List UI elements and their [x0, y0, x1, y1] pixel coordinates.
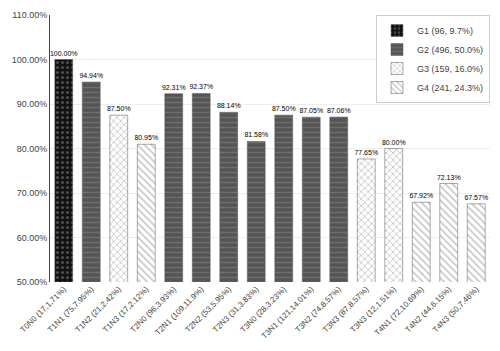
- svg-text:T4N1 (72,10.69%): T4N1 (72,10.69%): [373, 285, 426, 338]
- svg-text:T1N2 (21,2.42%): T1N2 (21,2.42%): [74, 285, 124, 335]
- svg-text:60.00%: 60.00%: [17, 233, 48, 243]
- svg-text:67.92%: 67.92%: [409, 192, 433, 199]
- svg-text:100.00%: 100.00%: [12, 55, 48, 65]
- svg-text:T3N3 (87,8.57%): T3N3 (87,8.57%): [321, 285, 371, 335]
- svg-text:94.94%: 94.94%: [79, 72, 103, 79]
- svg-text:T4N2 (44,6.15%): T4N2 (44,6.15%): [404, 285, 454, 335]
- svg-text:87.05%: 87.05%: [299, 107, 323, 114]
- svg-text:T2N1 (109,11.9%): T2N1 (109,11.9%): [153, 285, 205, 337]
- svg-text:T4N3 (50,7.46%): T4N3 (50,7.46%): [431, 285, 481, 335]
- svg-text:T2N2 (53,5.95%): T2N2 (53,5.95%): [184, 285, 234, 335]
- svg-text:72.13%: 72.13%: [437, 174, 461, 181]
- svg-text:67.57%: 67.57%: [464, 194, 488, 201]
- svg-text:87.50%: 87.50%: [107, 105, 131, 112]
- svg-text:T1N3 (17,2.12%): T1N3 (17,2.12%): [101, 285, 151, 335]
- svg-text:88.14%: 88.14%: [217, 102, 241, 109]
- svg-text:81.58%: 81.58%: [244, 131, 268, 138]
- svg-text:50.00%: 50.00%: [17, 277, 48, 287]
- svg-text:90.00%: 90.00%: [17, 99, 48, 109]
- svg-text:80.00%: 80.00%: [382, 139, 406, 146]
- svg-text:T2N3 (31,3.83%): T2N3 (31,3.83%): [211, 285, 261, 335]
- svg-text:77.65%: 77.65%: [354, 149, 378, 156]
- svg-text:T2N0 (96,3.93%): T2N0 (96,3.93%): [129, 285, 179, 335]
- svg-text:100.00%: 100.00%: [50, 50, 78, 57]
- svg-text:G1 (96, 9.7%): G1 (96, 9.7%): [417, 26, 473, 36]
- svg-text:80.00%: 80.00%: [17, 144, 48, 154]
- svg-text:G2 (496, 50.0%): G2 (496, 50.0%): [417, 45, 483, 55]
- svg-text:92.37%: 92.37%: [189, 83, 213, 90]
- svg-text:T3N2 (74,8.57%): T3N2 (74,8.57%): [294, 285, 344, 335]
- svg-text:87.06%: 87.06%: [327, 107, 351, 114]
- svg-text:T3N1 (121,14.01%): T3N1 (121,14.01%): [260, 285, 316, 341]
- svg-text:T3N3 (12,1.51%): T3N3 (12,1.51%): [349, 285, 399, 335]
- svg-text:110.00%: 110.00%: [12, 10, 47, 20]
- svg-text:70.00%: 70.00%: [17, 188, 48, 198]
- svg-text:92.31%: 92.31%: [162, 84, 186, 91]
- svg-text:87.50%: 87.50%: [272, 105, 296, 112]
- svg-text:T3N0 (28,3.23%): T3N0 (28,3.23%): [239, 285, 289, 335]
- svg-text:80.95%: 80.95%: [134, 134, 158, 141]
- svg-text:T1N1 (75,7.95%): T1N1 (75,7.95%): [46, 285, 96, 335]
- svg-text:T0N0 (17,1,71%): T0N0 (17,1,71%): [19, 285, 69, 335]
- svg-text:G3 (159, 16.0%): G3 (159, 16.0%): [417, 64, 483, 74]
- svg-text:G4 (241, 24.3%): G4 (241, 24.3%): [417, 83, 483, 93]
